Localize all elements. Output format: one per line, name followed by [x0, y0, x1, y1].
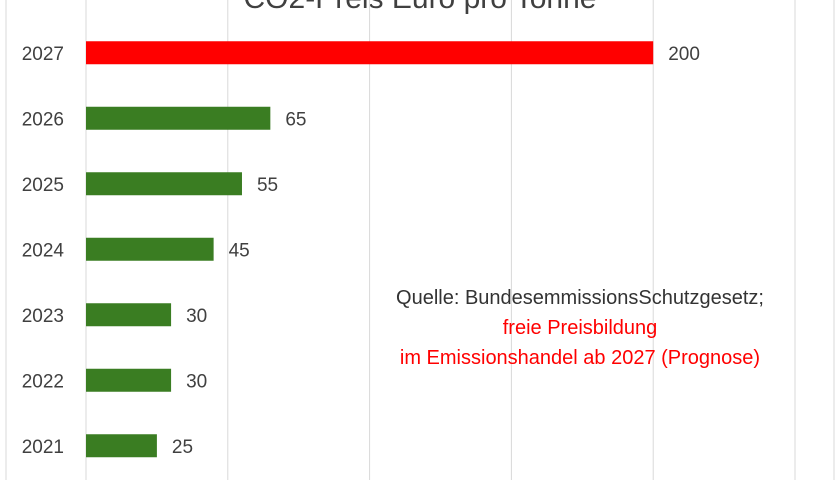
- value-label-2021: 25: [172, 437, 193, 458]
- category-label-2025: 2025: [22, 175, 64, 196]
- source-annotation: Quelle: BundesemmissionsSchutzgesetz; fr…: [360, 283, 800, 373]
- bar-2023: [86, 303, 172, 327]
- category-label-2024: 2024: [22, 240, 65, 261]
- prognosis-note-line-2: im Emissionshandel ab 2027 (Prognose): [399, 347, 761, 369]
- category-label-2022: 2022: [22, 371, 64, 392]
- value-label-2025: 55: [257, 175, 278, 196]
- source-text: Quelle: BundesemmissionsSchutzgesetz;: [396, 287, 764, 309]
- category-labels: 2027 2026 2025 2024 2023 2022 2021: [22, 44, 65, 458]
- category-label-2021: 2021: [22, 437, 64, 458]
- value-label-2026: 65: [285, 109, 306, 130]
- bar-2022: [86, 368, 172, 392]
- value-label-2027: 200: [668, 44, 700, 65]
- bars: [86, 41, 654, 458]
- value-label-2023: 30: [186, 306, 207, 327]
- category-label-2027: 2027: [22, 44, 64, 65]
- value-label-2024: 45: [229, 240, 250, 261]
- bar-2021: [86, 434, 157, 458]
- category-label-2023: 2023: [22, 306, 64, 327]
- bar-2027: [86, 41, 654, 65]
- bar-2026: [86, 106, 271, 130]
- value-label-2022: 30: [186, 371, 207, 392]
- category-label-2026: 2026: [22, 109, 64, 130]
- bar-2024: [86, 237, 214, 261]
- prognosis-note-line-1: freie Preisbildung: [502, 317, 658, 339]
- chart-title: CO2-Preis Euro pro Tonne: [0, 0, 840, 16]
- value-labels: 200 65 55 45 30 30 25: [172, 44, 700, 458]
- bar-2025: [86, 172, 242, 196]
